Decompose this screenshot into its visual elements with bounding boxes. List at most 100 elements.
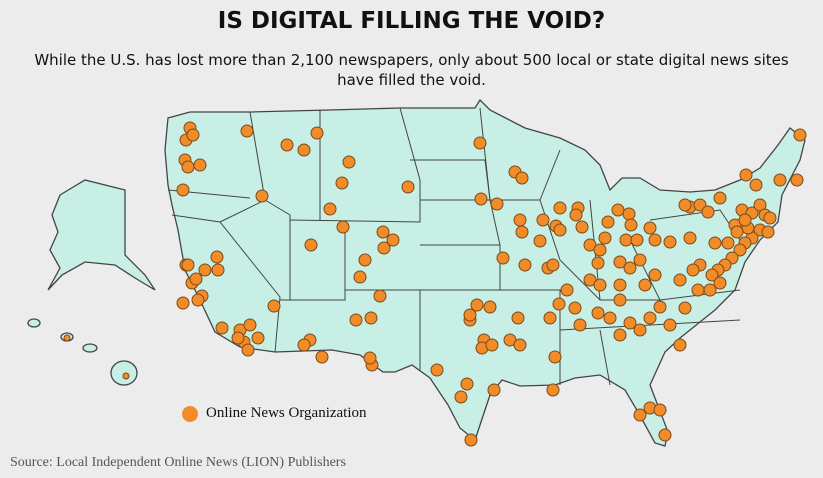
news-organizations [63,121,807,447]
legend-dot [182,405,198,422]
news-dot [560,283,574,297]
state-line [280,225,346,301]
news-dot [613,328,627,342]
news-dot [211,263,225,277]
news-dot [518,258,532,272]
news-dot [739,168,753,182]
news-dot [713,276,727,290]
news-dot [548,350,562,364]
news-dot [552,297,566,311]
news-dot [474,192,488,206]
state-line [171,214,281,353]
news-dot [353,270,367,284]
news-dot [464,433,478,447]
news-dot [591,256,605,270]
news-dot [591,306,605,320]
news-dot [730,225,744,239]
news-dot [633,323,647,337]
news-dot [713,191,727,205]
news-dot [189,272,203,286]
news-dot [297,338,311,352]
source: Source: Local Independent Online News (L… [10,455,346,470]
news-dot [653,300,667,314]
news-dot [678,301,692,315]
news-dot [349,313,363,327]
news-dot [193,158,207,172]
news-dot [553,201,567,215]
news-dot [611,203,625,217]
news-dot [122,372,130,380]
news-dot [267,299,281,313]
news-dot [363,351,377,365]
news-dot [536,213,550,227]
news-dot [624,218,638,232]
news-dot [280,138,294,152]
news-dot [569,208,583,222]
news-dot [198,263,212,277]
news-dot [593,243,607,257]
news-dot [619,233,633,247]
state-line [410,159,501,291]
contiguous-us [164,98,806,447]
news-dot [691,283,705,297]
news-dot [663,235,677,249]
news-dot [533,234,547,248]
legend-label: Online News Organization [206,405,367,421]
news-dot [191,293,205,307]
news-dot [613,255,627,269]
news-dot [663,318,677,332]
news-dot [496,251,510,265]
news-dot [601,215,615,229]
news-dot [546,383,560,397]
news-dot [575,220,589,234]
news-dot [176,183,190,197]
state-line [539,149,561,201]
news-dot [648,233,662,247]
news-dot [487,383,501,397]
news-dot [454,390,468,404]
news-dot [210,250,224,264]
state-line [264,199,291,300]
news-dot [240,124,254,138]
news-dot [701,205,715,219]
news-dot [176,296,190,310]
news-dot [738,213,752,227]
news-dot [373,289,387,303]
news-dot [231,331,245,345]
news-dot [470,298,484,312]
news-dot [721,236,735,250]
news-dot [364,311,378,325]
news-dot [622,207,636,221]
news-dot [490,197,504,211]
news-dot [386,233,400,247]
news-dot [241,343,255,357]
news-dot [643,221,657,235]
state-line [289,107,421,223]
state-line [599,329,611,386]
news-dot [683,231,697,245]
news-dot [186,128,200,142]
news-dot [598,231,612,245]
news-dot [658,428,672,442]
news-dot [705,268,719,282]
news-dot [593,278,607,292]
news-dot [251,331,265,345]
news-dot [463,308,477,322]
news-dot [543,311,557,325]
news-dot [310,126,324,140]
news-dot [304,238,318,252]
news-dot [790,173,804,187]
hawaii [82,343,98,353]
news-dot [215,321,229,335]
news-dot [773,173,787,187]
news-dot [686,263,700,277]
news-dot [761,225,775,239]
news-dot [401,180,415,194]
news-dot [546,258,560,272]
news-dot [511,311,525,325]
news-dot [633,408,647,422]
hawaii [27,318,41,328]
news-dot [473,136,487,150]
